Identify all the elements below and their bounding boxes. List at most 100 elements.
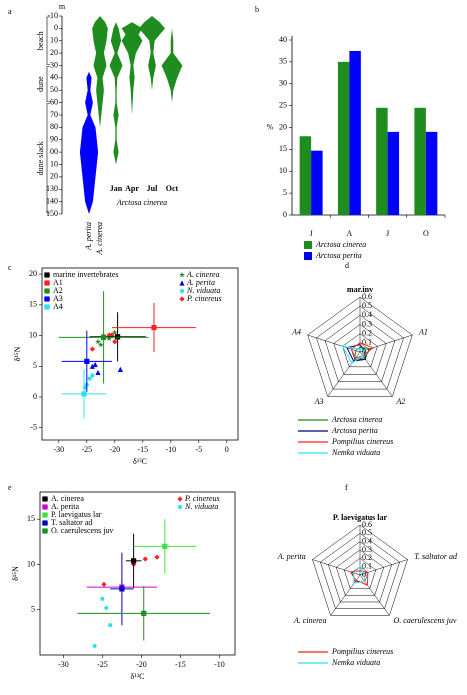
legend-label: A3 <box>53 294 63 303</box>
radar-axis-label: O. caerulescens juv <box>394 616 457 625</box>
y-tick-label: 90 <box>50 135 58 144</box>
bar <box>311 150 323 215</box>
radar-axis-label: A2 <box>395 397 405 406</box>
point <box>42 512 48 518</box>
kite-label: A. cinerea <box>95 222 104 256</box>
y-tick-label: 10 <box>50 159 58 168</box>
x-tick-label: A <box>346 229 352 238</box>
radar-ring <box>307 296 413 397</box>
y-tick-label: 25 <box>279 100 287 109</box>
kite-label: A. perita <box>84 222 93 251</box>
radar-spoke <box>312 559 361 576</box>
group-label: Arctosa cinerea <box>116 198 167 207</box>
bar <box>387 131 400 215</box>
legend-label: marine invertebrates <box>53 270 119 279</box>
point <box>84 358 90 364</box>
y-tick-label: 5 <box>33 361 37 370</box>
point <box>42 528 48 534</box>
point <box>106 335 113 342</box>
legend-swatch <box>304 252 312 260</box>
point <box>179 271 185 278</box>
x-tick-label: -15 <box>137 445 148 454</box>
radar-axis-label: A3 <box>314 397 324 406</box>
kite <box>109 22 123 165</box>
y-tick-label: 20 <box>50 172 58 181</box>
plot-frame <box>39 491 236 656</box>
legend-label: Nemka viduata <box>331 658 380 667</box>
y-tick-label: 15 <box>29 300 37 309</box>
y-tick-label: 30 <box>50 60 58 69</box>
radar-tick-label: 0.1 <box>362 561 372 570</box>
radar-tick-label: 0.6 <box>362 520 372 529</box>
radar-tick-label: 0.3 <box>362 319 372 328</box>
zone-bracket <box>46 103 50 214</box>
legend-label: A. cinerea <box>186 270 220 279</box>
point <box>179 288 185 294</box>
legend-label: A1 <box>53 278 63 287</box>
point <box>101 581 107 587</box>
panel-label: a <box>8 7 12 16</box>
legend-label: Pompilius cinereus <box>331 647 393 656</box>
y-tick-label: 20 <box>279 122 287 131</box>
x-tick-label: -5 <box>195 445 202 454</box>
point <box>162 543 168 549</box>
radar-ring <box>342 333 378 368</box>
radar-tick-label: 0.2 <box>362 328 372 337</box>
point <box>177 504 183 510</box>
legend-swatch <box>304 241 312 249</box>
legend-label: N. viduata <box>184 502 218 511</box>
point <box>108 623 113 628</box>
point <box>179 280 185 286</box>
bar <box>376 107 388 215</box>
radar-series <box>354 346 372 361</box>
bar <box>299 136 312 215</box>
y-tick-label: 10 <box>50 36 58 45</box>
y-tick-label: 40 <box>50 73 58 82</box>
point <box>154 554 160 560</box>
x-tick-label: -30 <box>58 660 69 669</box>
axis-unit: m <box>59 2 66 11</box>
zone-bracket <box>46 16 50 65</box>
legend-label: Nemka viduata <box>331 448 380 457</box>
x-tick-label: -25 <box>97 660 108 669</box>
point <box>44 280 50 286</box>
radar-tick-label: 0.1 <box>362 338 372 347</box>
y-tick-label: 140 <box>46 196 58 205</box>
radar-ring <box>320 533 400 609</box>
y-tick-label: 15 <box>27 514 35 523</box>
kite <box>92 16 108 128</box>
radar-tick-label: 0.6 <box>362 292 372 301</box>
radar-spoke <box>330 574 361 616</box>
radar-ring <box>343 558 377 589</box>
kite-label: Jul <box>147 184 158 193</box>
radar-ring <box>328 541 392 603</box>
y-axis-label: % <box>267 122 274 131</box>
x-axis-label: δ¹³C <box>131 672 145 681</box>
point <box>106 332 112 338</box>
point <box>112 339 118 345</box>
x-tick-label: -10 <box>165 445 176 454</box>
kite <box>161 28 183 103</box>
legend-label: Arctosa perita <box>315 251 362 260</box>
radar-axis-label: mar.inv <box>347 285 373 294</box>
point <box>117 366 123 372</box>
y-tick-label: 0 <box>283 210 287 219</box>
legend-label: P. laevigatus lar <box>51 510 102 519</box>
panel-label: f <box>345 483 348 492</box>
panel-label: b <box>255 5 259 14</box>
point <box>42 520 48 526</box>
bar <box>337 61 350 215</box>
point <box>44 296 50 302</box>
point <box>109 332 115 338</box>
point <box>92 643 97 649</box>
kite <box>79 71 99 214</box>
legend-label: P. cinereus <box>186 294 222 303</box>
legend-label: O. caerulescens juv <box>51 526 113 535</box>
radar-axis-label: A4 <box>291 328 301 337</box>
x-tick-label: J <box>310 229 313 238</box>
point <box>89 363 95 369</box>
point <box>42 504 48 510</box>
x-tick-label: -30 <box>53 445 64 454</box>
y-axis-label: δ¹⁵N <box>13 346 22 361</box>
